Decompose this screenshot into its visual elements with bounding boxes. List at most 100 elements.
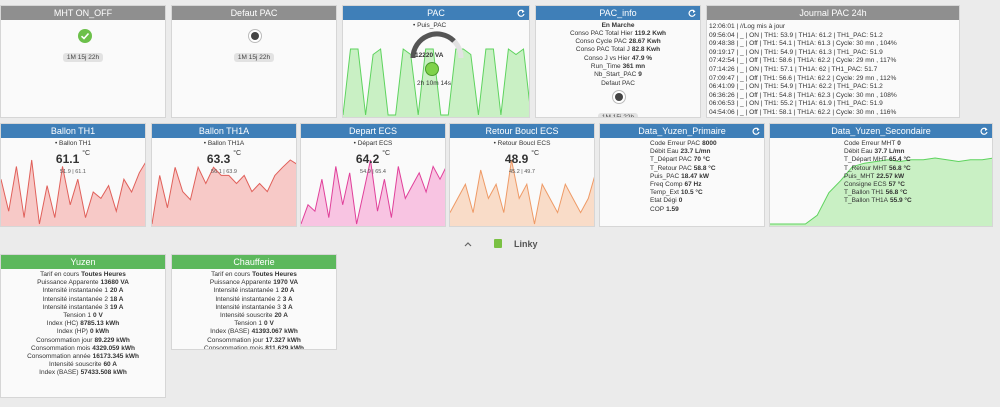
info-row: Puissance Apparente 1970 VA [172,279,336,287]
sparkline-line [343,48,529,116]
info-label: Index (BASE) [39,369,79,377]
info-label: Intensité souscrite [49,361,102,369]
refresh-head [757,127,760,131]
info-label: Puissance Apparente [37,279,99,287]
info-row: Débit Eau 23.7 L/mn [650,148,764,156]
log-line: 06:06:53 | _ | ON | TH1: 55.2 | TH1A: 61… [709,100,883,108]
sparkline-area [343,49,529,117]
log-line: 06:36:26 | _ | Off | TH1: 54.8 | TH1A: 6… [709,91,897,99]
pac-status: En Marche [601,22,635,29]
info-label: Intensité instantanée 2 [42,295,108,303]
sensor-name: • Retour Boucl ECS [493,140,551,147]
pac-name: • Puis_PAC [413,22,447,29]
sparkline [770,157,992,226]
linky-label: Linky [514,239,538,249]
tile-header: Data_Yuzen_Primaire [600,124,764,138]
sparkline-line [770,157,992,225]
tile-body: • Ballon TH1A 63.3 °C 56.1 | 63.9 [152,138,296,226]
sensor-range: 45.2 | 49.7 [509,169,535,175]
info-value: 0 V [264,320,274,328]
linky-toggle[interactable]: Linky [462,237,542,256]
info-value: 28.67 Kwh [628,38,661,46]
tile: MHT ON_OFF 1M 15j 22h [0,5,166,118]
info-label: Etat Dégi [650,197,677,205]
tile-body: • Retour Boucl ECS 48.9 °C 45.2 | 49.7 [450,138,594,226]
tile-title: Ballon TH1A [198,126,250,136]
info-value: 13680 VA [100,279,129,287]
info-label: T_Départ MHT [844,156,887,164]
info-row: Run_Time 361 mn [536,63,700,71]
info-label: Nb_Start_PAC [594,71,637,79]
info-value: 56.8 °C [888,164,911,172]
info-value: 37.7 L/mn [874,148,905,156]
info-row: Puis_MHT 22.57 kW [844,173,992,181]
tile-header: Data_Yuzen_Secondaire [770,124,992,138]
sparkline [450,159,594,226]
tile-title: Retour Boucl ECS [485,126,559,136]
info-label: T_Départ PAC [650,156,692,164]
sensor-value: 48.9 [504,152,529,166]
dot [251,32,259,40]
info-row: Freq Comp 67 Hz [650,181,764,189]
info-label: Tarif en cours [40,271,80,278]
state-icon [248,29,262,43]
info-rows: Tarif en cours Toutes Heures Puissance App… [172,271,336,349]
refresh-icon[interactable] [752,127,760,135]
info-row: Intensité instantanée 1 20 A [172,287,336,295]
log-line: 04:54:06 | _ | Off | TH1: 58.1 | TH1A: 6… [709,108,897,116]
info-label: Tarif en cours [211,271,251,278]
tile-body: Tarif en cours Toutes Heures Puissance App… [172,269,336,349]
badge: 1M 15j 22h [597,113,639,117]
info-label: Intensité instantanée 2 [215,295,281,303]
info-row: T_Ballon TH1 56.8 °C [844,189,992,197]
refresh-icon[interactable] [980,127,988,135]
log-line: 06:41:09 | _ | ON | TH1: 54.9 | TH1A: 62… [709,83,883,91]
tile: Data_Yuzen_Primaire Code Erreur PAC 8000 Dé… [599,123,765,227]
info-label: Puissance Apparente [209,279,272,287]
info-value: 56.8 °C [885,189,908,197]
info-label: Intensité souscrite [220,312,273,320]
sparkline-line [152,159,296,225]
sparkline-line [301,159,445,225]
tile-body: Code Erreur PAC 8000 Débit Eau 23.7 L/mn T_D… [600,138,764,226]
tile: Ballon TH1A • Ballon TH1A 63.3 °C 56.1 | 63.… [151,123,297,227]
sensor-unit: °C [82,150,91,157]
sparkline-line [450,159,594,225]
tile-title: Yuzen [70,257,96,267]
sparkline [1,159,145,226]
info-value: 20 A [280,287,295,295]
info-label: Run_Time [590,62,621,70]
info-value: 55.9 °C [889,197,912,205]
info-value: 47.9 % [631,54,653,62]
sparkline-area [450,160,594,226]
tile-header: MHT ON_OFF [1,6,165,20]
log-line: 07:09:47 | _ | Off | TH1: 56.6 | TH1A: 6… [709,74,897,82]
tile-body: Code Erreur MHT 0 Débit Eau 37.7 L/mn T_Dépa… [770,138,992,226]
sensor-range: 54.9 | 65.4 [360,169,386,175]
info-value: 22.57 kW [876,172,905,180]
tile-header: Retour Boucl ECS [450,124,594,138]
info-label: Code Erreur PAC [650,140,701,147]
tile-header: Depart ECS [301,124,445,138]
sparkline [301,159,445,226]
info-label: Conso J vs Hier [583,54,630,62]
pac-state [425,62,439,76]
info-row: Temp_Ext 10.5 °C [650,189,764,197]
info-row: Index (BASE) 41393.067 kWh [172,328,336,336]
tile-title: Data_Yuzen_Primaire [638,126,726,136]
info-value: 20 A [274,312,288,320]
refresh-icon[interactable] [688,9,696,17]
info-row: Consommation jour 17.327 kWh [172,337,336,345]
info-value: 58.8 °C [693,164,716,172]
info-value: 70 °C [693,156,711,164]
info-row: Consommation mois 811.629 kWh [172,345,336,349]
tile: Retour Boucl ECS • Retour Boucl ECS 48.9 °C… [449,123,595,227]
refresh-icon[interactable] [517,9,525,17]
sparkline-area [152,160,296,226]
info-label: COP [650,205,665,213]
info-row: Consommation année 16173.345 kWh [1,353,165,361]
tile-title: PAC [427,8,445,18]
info-value: 57 °C [888,181,905,189]
info-value: 8785.13 kWh [80,320,120,328]
